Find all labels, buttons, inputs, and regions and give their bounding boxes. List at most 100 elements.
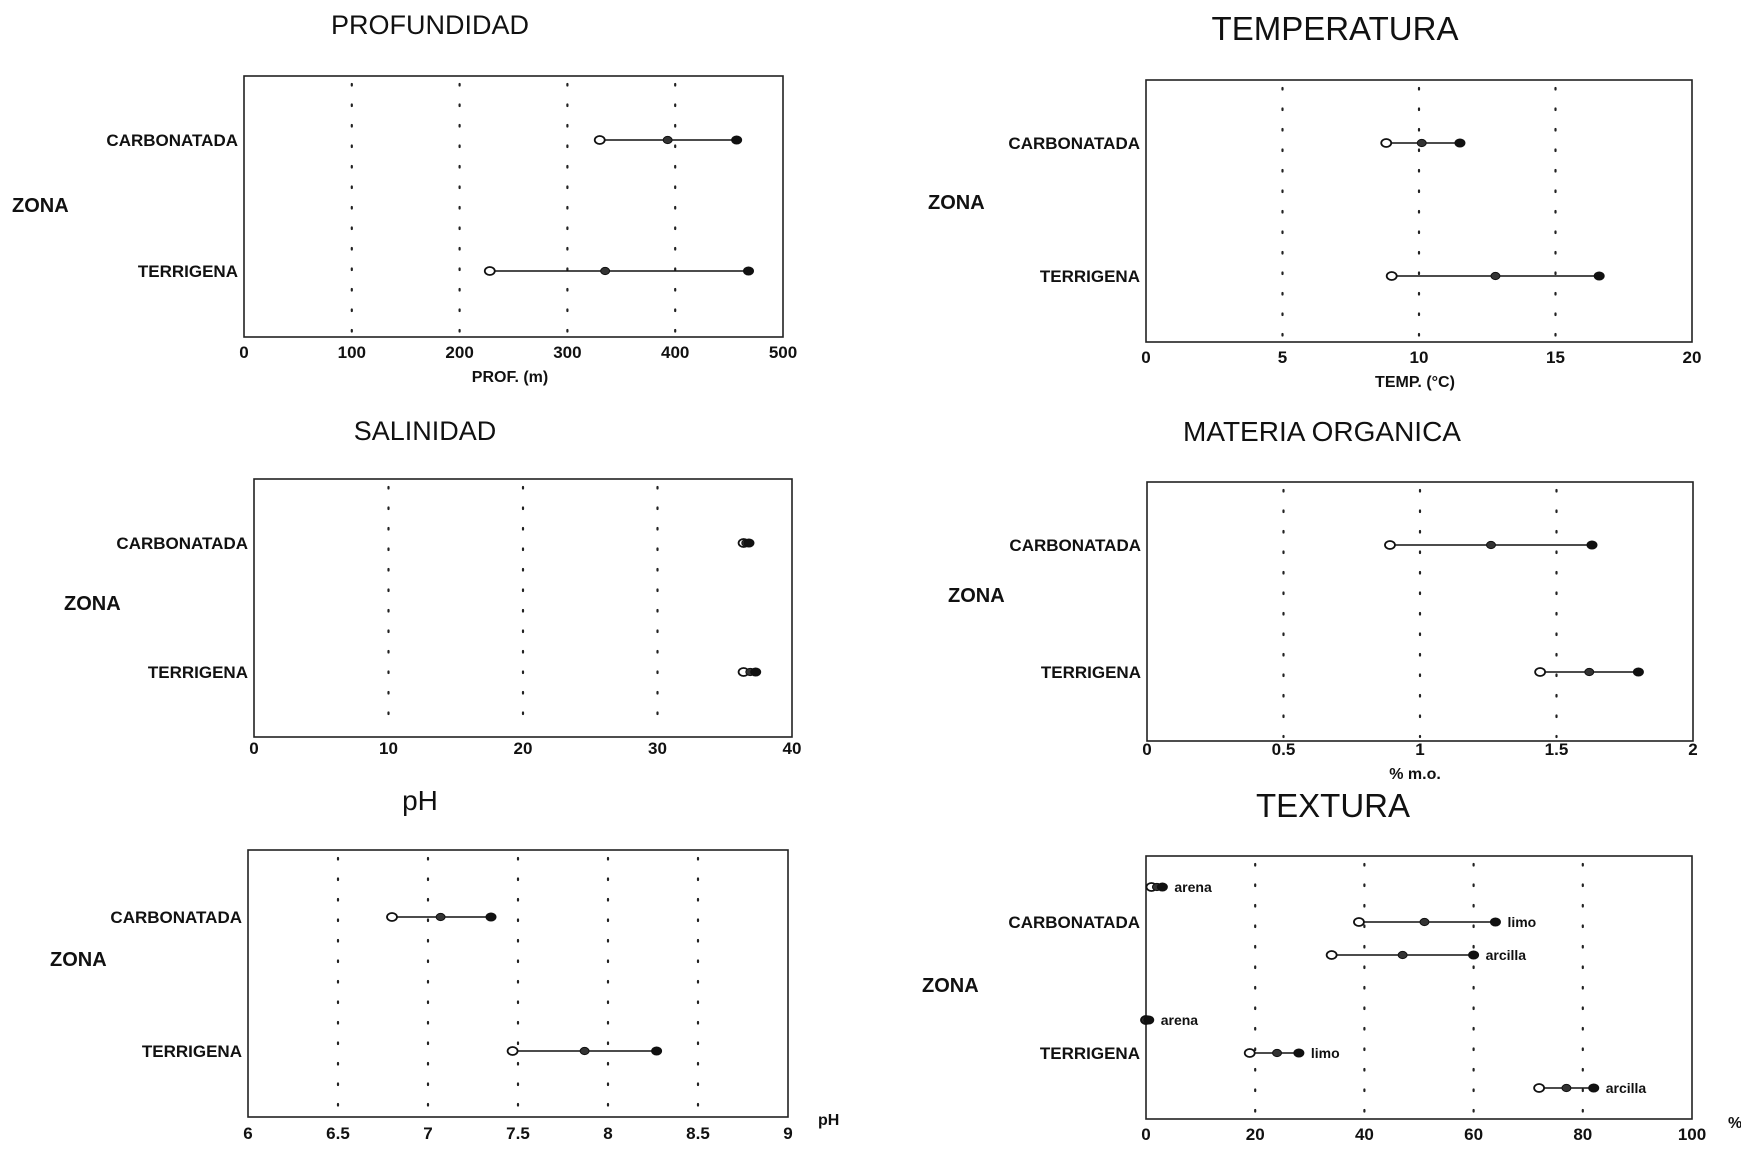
x-axis-label: % [1728,1115,1741,1132]
min-marker [1384,540,1396,550]
min-marker [593,135,606,145]
series-label: limo [1507,914,1536,930]
y-axis-label: ZONA [12,195,69,217]
category-label: CARBONATADA [106,131,238,150]
x-tick-label: 500 [769,343,797,362]
x-tick-label: 100 [338,343,366,362]
mean-marker [579,1046,590,1056]
x-tick-label: 5 [1278,348,1287,367]
panel-2: 0 10 20 30 40 ZONA CARBONATADA TERRIGENA [64,478,801,758]
max-marker [743,266,755,276]
min-marker [1325,950,1338,960]
x-tick-label: 9 [783,1124,792,1143]
mean-marker [435,912,446,922]
mean-marker [1416,138,1427,148]
max-marker [1468,950,1480,960]
min-marker [386,912,398,922]
category-label: TERRIGENA [1041,663,1141,682]
y-axis-label: ZONA [50,949,107,971]
max-marker [651,1046,663,1056]
x-tick-label: 40 [1355,1125,1374,1144]
x-tick-label: 100 [1678,1125,1706,1144]
panel-4: 6 6.5 7 7.5 8 8.5 9 pH ZONA CARBONATADA TERRIGENA [50,849,839,1143]
x-tick-label: 60 [1464,1125,1483,1144]
x-tick-label: 1 [1415,740,1424,759]
category-label: TERRIGENA [142,1042,242,1061]
mean-marker [1272,1048,1283,1058]
x-tick-label: 1.5 [1545,740,1569,759]
panel-title-textura: TEXTURA [1256,787,1410,824]
plot-frame [1145,855,1693,1120]
min-marker [1533,1083,1546,1093]
max-marker [750,667,762,677]
min-marker [1385,271,1398,281]
x-tick-label: 20 [1246,1125,1265,1144]
x-tick-label: 10 [379,739,398,758]
category-label: TERRIGENA [1040,267,1140,286]
x-axis-label: pH [818,1112,839,1129]
min-marker [506,1046,519,1056]
mean-marker [1490,271,1501,281]
x-tick-label: 2 [1688,740,1697,759]
series-label: limo [1311,1045,1340,1061]
category-label: TERRIGENA [148,663,248,682]
x-tick-label: 300 [553,343,581,362]
plot-frame [1145,79,1693,343]
max-marker [485,912,497,922]
series-label: arena [1174,879,1212,895]
min-marker [483,266,496,276]
mean-marker [1584,667,1595,677]
x-axis-label: % m.o. [1389,766,1441,783]
max-marker [1586,540,1598,550]
plot-frame [253,478,793,738]
category-label: CARBONATADA [116,534,248,553]
y-axis-label: ZONA [922,975,979,997]
x-axis-label: TEMP. (°C) [1375,374,1455,391]
x-tick-label: 0.5 [1272,740,1296,759]
x-tick-label: 30 [648,739,667,758]
x-tick-label: 8 [603,1124,612,1143]
mean-marker [1485,540,1496,550]
category-label: CARBONATADA [1008,913,1140,932]
max-marker [731,135,743,145]
max-marker [1588,1083,1600,1093]
x-tick-label: 7.5 [506,1124,530,1143]
plot-frame [1146,481,1694,742]
mean-marker [600,266,611,276]
x-tick-label: 400 [661,343,689,362]
category-label: CARBONATADA [1008,134,1140,153]
max-marker [1454,138,1466,148]
max-marker [1293,1048,1305,1058]
min-marker [1243,1048,1256,1058]
x-tick-label: 6.5 [326,1124,350,1143]
category-label: CARBONATADA [1009,536,1141,555]
max-marker [1156,882,1168,892]
panel-title-ph: pH [402,785,438,816]
max-marker [1632,667,1644,677]
x-tick-label: 20 [514,739,533,758]
min-marker [1534,667,1547,677]
x-tick-label: 6 [243,1124,252,1143]
panel-3: 0 0.5 1 1.5 2 % m.o. ZONA CARBONATADA TERRIGENA [948,481,1698,783]
min-marker [1353,917,1365,927]
plot-frame [247,849,789,1118]
x-tick-label: 8.5 [686,1124,710,1143]
category-label: TERRIGENA [138,262,238,281]
x-tick-label: 20 [1683,348,1702,367]
x-tick-label: 80 [1573,1125,1592,1144]
max-marker [1143,1015,1155,1025]
series-label: arcilla [1606,1080,1647,1096]
panel-5: 0 20 40 60 80 100% ZONA CARBONATADA TERRIGENA are… [922,855,1741,1144]
x-tick-label: 0 [1141,348,1150,367]
x-tick-label: 0 [249,739,258,758]
mean-marker [1397,950,1408,960]
x-axis-label: PROF. (m) [472,369,548,386]
panel-0: 0 100 200 300 400 500 PROF. (m) ZONA CARBONATADA… [12,75,797,386]
y-axis-label: ZONA [64,593,121,615]
mean-marker [1561,1083,1572,1093]
mean-marker [1419,917,1430,927]
panel-title-materia-organica: MATERIA ORGANICA [1183,416,1461,447]
mean-marker [662,135,673,145]
x-tick-label: 200 [445,343,473,362]
plot-frame [243,75,784,338]
